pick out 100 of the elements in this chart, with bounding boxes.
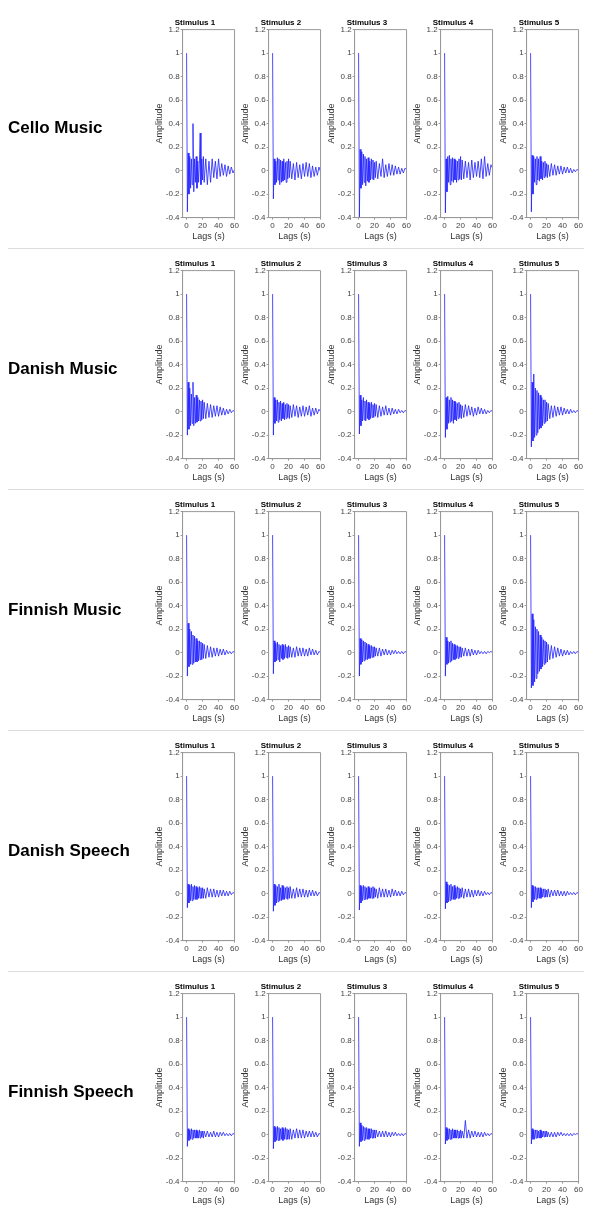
y-tick-label: -0.4 bbox=[423, 694, 439, 704]
y-tick-label: 0 bbox=[261, 888, 267, 898]
y-tick-label: 0.4 bbox=[168, 841, 181, 851]
x-tick-label: 40 bbox=[214, 220, 224, 230]
y-axis-title: Amplitude bbox=[497, 103, 508, 144]
y-tick-label: -0.2 bbox=[251, 430, 267, 440]
y-tick-label: 0.8 bbox=[168, 794, 181, 804]
y-tick-label: 1.2 bbox=[426, 747, 439, 757]
y-tick-label: 0 bbox=[261, 647, 267, 657]
y-tick-label: 0.2 bbox=[254, 865, 267, 875]
y-axis-title: Amplitude bbox=[325, 344, 336, 385]
chart-title: Stimulus 2 bbox=[260, 259, 302, 268]
x-tick-label: 20 bbox=[456, 461, 466, 471]
chart-title: Stimulus 5 bbox=[518, 500, 560, 509]
y-tick-label: 0.4 bbox=[254, 841, 267, 851]
y-tick-label: 0.8 bbox=[512, 71, 525, 81]
y-tick-label: 0.2 bbox=[512, 1106, 525, 1116]
y-tick-label: 0.6 bbox=[426, 577, 439, 587]
y-axis-title: Amplitude bbox=[497, 1067, 508, 1108]
x-tick-label: 0 bbox=[184, 702, 190, 712]
y-tick-label: 0.8 bbox=[254, 1035, 267, 1045]
y-tick-label: -0.2 bbox=[509, 1153, 525, 1163]
y-tick-label: 0.6 bbox=[426, 95, 439, 105]
y-tick-label: 0.8 bbox=[426, 794, 439, 804]
y-tick-label: 0.4 bbox=[512, 118, 525, 128]
x-tick-label: 20 bbox=[198, 1184, 208, 1194]
y-tick-label: -0.2 bbox=[165, 1153, 181, 1163]
x-tick-label: 0 bbox=[528, 461, 534, 471]
y-tick-label: 1 bbox=[347, 1012, 353, 1022]
y-tick-label: 0.8 bbox=[426, 312, 439, 322]
x-tick-label: 60 bbox=[488, 461, 498, 471]
y-tick-label: 0.2 bbox=[168, 865, 181, 875]
y-tick-label: 0 bbox=[175, 888, 181, 898]
y-tick-label: 0.6 bbox=[168, 1059, 181, 1069]
x-axis-title: Lags (s) bbox=[278, 1195, 311, 1206]
y-tick-label: 0 bbox=[433, 165, 439, 175]
y-tick-label: 0.4 bbox=[168, 359, 181, 369]
x-tick-label: 20 bbox=[456, 943, 466, 953]
y-tick-label: 1 bbox=[175, 530, 181, 540]
x-tick-label: 0 bbox=[356, 943, 362, 953]
chart-title: Stimulus 5 bbox=[518, 259, 560, 268]
y-tick-label: 1.2 bbox=[254, 265, 267, 275]
chart-title: Stimulus 5 bbox=[518, 18, 560, 27]
x-tick-label: 20 bbox=[198, 461, 208, 471]
y-tick-label: 1 bbox=[261, 771, 267, 781]
y-tick-label: 0.8 bbox=[168, 71, 181, 81]
y-axis-title: Amplitude bbox=[239, 1067, 250, 1108]
y-tick-label: 1.2 bbox=[340, 506, 353, 516]
x-tick-label: 40 bbox=[214, 702, 224, 712]
y-tick-label: 0.4 bbox=[254, 359, 267, 369]
x-tick-label: 20 bbox=[284, 461, 294, 471]
x-tick-label: 40 bbox=[472, 461, 482, 471]
x-tick-label: 20 bbox=[542, 220, 552, 230]
y-axis-title: Amplitude bbox=[411, 585, 422, 626]
x-tick-label: 60 bbox=[574, 702, 584, 712]
y-tick-label: 0.4 bbox=[512, 841, 525, 851]
y-tick-label: 0.6 bbox=[168, 818, 181, 828]
y-tick-label: 1 bbox=[175, 289, 181, 299]
x-axis-title: Lags (s) bbox=[192, 954, 225, 965]
y-tick-label: -0.2 bbox=[251, 671, 267, 681]
x-tick-label: 20 bbox=[198, 220, 208, 230]
x-tick-label: 60 bbox=[574, 461, 584, 471]
x-axis-title: Lags (s) bbox=[364, 713, 397, 724]
x-tick-label: 40 bbox=[300, 1184, 310, 1194]
y-tick-label: 1 bbox=[433, 48, 439, 58]
y-tick-label: 0.6 bbox=[168, 336, 181, 346]
chart-title: Stimulus 1 bbox=[174, 259, 216, 268]
y-tick-label: -0.4 bbox=[165, 453, 181, 463]
y-tick-label: 0.8 bbox=[340, 312, 353, 322]
y-tick-label: -0.4 bbox=[509, 694, 525, 704]
y-tick-label: 0 bbox=[433, 647, 439, 657]
y-tick-label: 0.4 bbox=[426, 118, 439, 128]
y-tick-label: -0.2 bbox=[165, 912, 181, 922]
y-tick-label: 0.6 bbox=[340, 336, 353, 346]
chart-title: Stimulus 3 bbox=[346, 982, 388, 991]
y-axis-title: Amplitude bbox=[325, 1067, 336, 1108]
x-tick-label: 0 bbox=[442, 702, 448, 712]
x-tick-label: 60 bbox=[402, 943, 412, 953]
x-tick-label: 40 bbox=[472, 220, 482, 230]
x-tick-label: 60 bbox=[316, 1184, 326, 1194]
y-tick-label: 0.4 bbox=[340, 1082, 353, 1092]
x-tick-label: 20 bbox=[370, 461, 380, 471]
y-tick-label: 1 bbox=[261, 48, 267, 58]
y-tick-label: 1.2 bbox=[340, 747, 353, 757]
y-tick-label: 0.6 bbox=[254, 577, 267, 587]
y-tick-label: -0.2 bbox=[423, 1153, 439, 1163]
y-tick-label: -0.4 bbox=[509, 935, 525, 945]
y-tick-label: -0.4 bbox=[165, 212, 181, 222]
y-tick-label: 1.2 bbox=[168, 24, 181, 34]
y-tick-label: -0.4 bbox=[251, 212, 267, 222]
y-tick-label: -0.2 bbox=[337, 671, 353, 681]
x-tick-label: 0 bbox=[442, 220, 448, 230]
x-axis-title: Lags (s) bbox=[536, 472, 569, 483]
y-tick-label: 0.2 bbox=[340, 1106, 353, 1116]
y-tick-label: -0.2 bbox=[337, 1153, 353, 1163]
x-tick-label: 60 bbox=[316, 220, 326, 230]
y-tick-label: 0.2 bbox=[340, 142, 353, 152]
y-tick-label: 0 bbox=[261, 165, 267, 175]
y-tick-label: 0.4 bbox=[512, 600, 525, 610]
y-tick-label: -0.2 bbox=[509, 430, 525, 440]
